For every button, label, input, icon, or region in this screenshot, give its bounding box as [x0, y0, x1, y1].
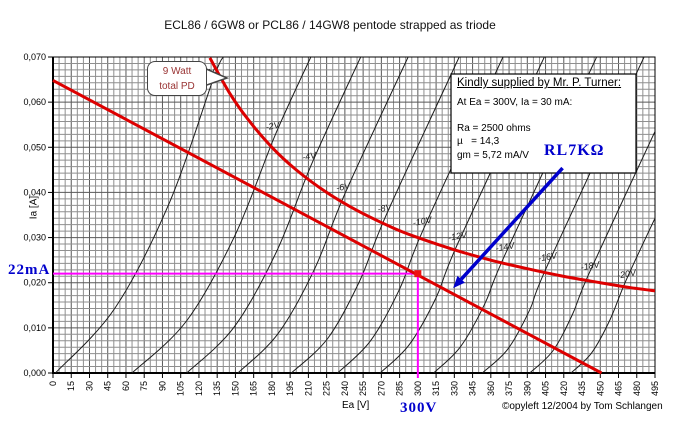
x-tick-label: 315 [431, 381, 441, 396]
grid-curve--8V [291, 57, 460, 373]
x-tick-label: 30 [84, 381, 94, 391]
loadline-arrow [453, 166, 564, 289]
x-tick-label: 435 [577, 381, 587, 396]
x-tick-label: 75 [139, 381, 149, 391]
x-tick-label: 270 [376, 381, 386, 396]
y-tick-label: 0,000 [23, 368, 46, 378]
x-tick-label: 330 [449, 381, 459, 396]
grid-curve-label: -4V [301, 150, 318, 162]
load-line [52, 79, 603, 375]
x-tick-label: 105 [176, 381, 186, 396]
y-tick-label: 0,050 [23, 142, 46, 152]
x-tick-label: 90 [157, 381, 167, 391]
grid-curve--20V [570, 217, 655, 373]
x-tick-label: 60 [121, 381, 131, 391]
x-tick-label: 405 [541, 381, 551, 396]
info-box-frame [450, 73, 637, 174]
y-tick-label: 0,030 [23, 233, 46, 243]
x-tick-label: 450 [595, 381, 605, 396]
x-tick-label: 225 [322, 381, 332, 396]
x-tick-label: 360 [486, 381, 496, 396]
x-tick-label: 285 [395, 381, 405, 396]
x-tick-label: 195 [285, 381, 295, 396]
operating-point-marker-g [414, 270, 422, 278]
y-tick-label: 0,010 [23, 323, 46, 333]
grid-curve--18V [529, 131, 655, 373]
x-tick-label: 0 [48, 381, 58, 386]
grid-curve-label: -18V [580, 259, 601, 272]
dissipation-curve-path [208, 57, 655, 293]
x-tick-label: 45 [103, 381, 113, 391]
x-tick-label: 390 [522, 381, 532, 396]
x-tick-label: 495 [650, 381, 660, 396]
grid-curve-label: -6V [335, 181, 352, 193]
arrow-shaft [459, 166, 564, 281]
x-tick-label: 150 [230, 381, 240, 396]
grid-curve-label: -14V [495, 240, 516, 253]
x-tick-label: 120 [194, 381, 204, 396]
grid-curve-label: -10V [412, 214, 433, 227]
x-tick-label: 345 [468, 381, 478, 396]
grid-curve-label: -2V [265, 120, 282, 132]
x-tick-label: 15 [66, 381, 76, 391]
x-tick-label: 465 [614, 381, 624, 396]
grid-curve-0V [55, 57, 224, 373]
dissipation-curve [208, 57, 655, 293]
y-tick-label: 0,060 [23, 97, 46, 107]
x-tick-label: 375 [504, 381, 514, 396]
y-tick-label: 0,020 [23, 278, 46, 288]
grid-curve--4V [186, 57, 362, 373]
grid-curve-label: -8V [377, 202, 394, 214]
grid-curve--2V [131, 57, 312, 373]
x-tick-label: 210 [303, 381, 313, 396]
x-tick-label: 255 [358, 381, 368, 396]
x-tick-label: 135 [212, 381, 222, 396]
info-box-bg [450, 73, 637, 174]
grid-curve-label: -16V [537, 250, 558, 263]
x-tick-label: 420 [559, 381, 569, 396]
grid-curve-label: -12V [447, 229, 468, 242]
x-tick-label: 165 [249, 381, 259, 396]
x-tick-label: 240 [340, 381, 350, 396]
x-tick-label: 480 [632, 381, 642, 396]
axes [52, 56, 656, 374]
arrow-head-icon [453, 275, 465, 289]
load-line-path [52, 79, 603, 375]
x-tick-label: 300 [413, 381, 423, 396]
grid-curve--6V [237, 57, 409, 373]
grid-curve-label: -20V [616, 267, 637, 280]
operating-point-marker [414, 270, 422, 278]
y-tick-label: 0,040 [23, 187, 46, 197]
x-tick-label: 180 [267, 381, 277, 396]
y-tick-label: 0,070 [23, 52, 46, 62]
tick-labels: 0 15 30 45 60 75 90 105 120 135 150 165 180 195 210 225… [23, 52, 660, 396]
